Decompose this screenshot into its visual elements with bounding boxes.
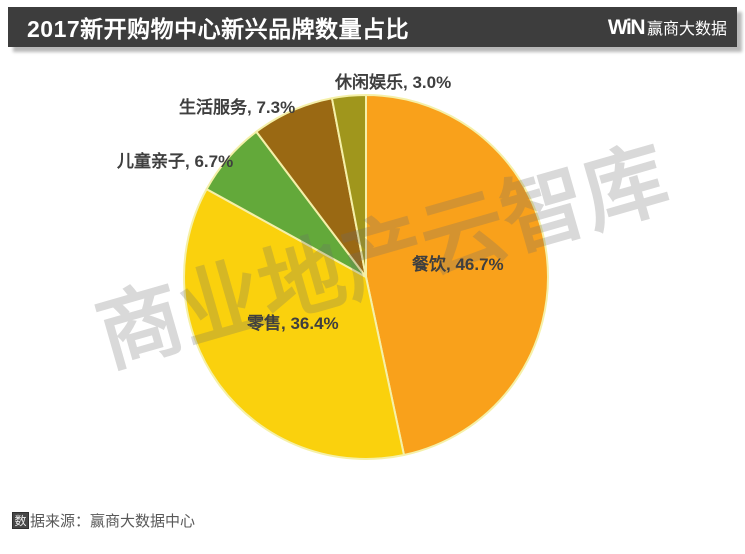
brand-logo: WiN 赢商大数据 [608, 15, 727, 40]
pie-slice-餐饮 [365, 94, 549, 456]
page-title: 2017新开购物中心新兴品牌数量占比 [27, 16, 410, 42]
slice-label-kids-family: 儿童亲子, 6.7% [117, 152, 234, 171]
pie-slice-零售 [183, 188, 405, 460]
slice-label-retail: 零售, 36.4% [247, 314, 339, 333]
source-badge-icon: 数 [12, 512, 29, 529]
title-bar: 2017新开购物中心新兴品牌数量占比 WiN 赢商大数据 [8, 7, 737, 47]
slice-label-dining: 餐饮, 46.7% [412, 255, 504, 274]
brand-logo-text: 赢商大数据 [646, 20, 727, 38]
slice-label-leisure-entertainment: 休闲娱乐, 3.0% [335, 73, 452, 92]
data-source-text: 据来源：赢商大数据中心 [30, 513, 196, 530]
win-logo-mark: WiN [607, 15, 646, 39]
pie-slice-休闲娱乐 [330, 94, 367, 278]
data-source-note: 数 据来源：赢商大数据中心 [12, 510, 195, 531]
slice-label-life-services: 生活服务, 7.3% [179, 98, 296, 117]
